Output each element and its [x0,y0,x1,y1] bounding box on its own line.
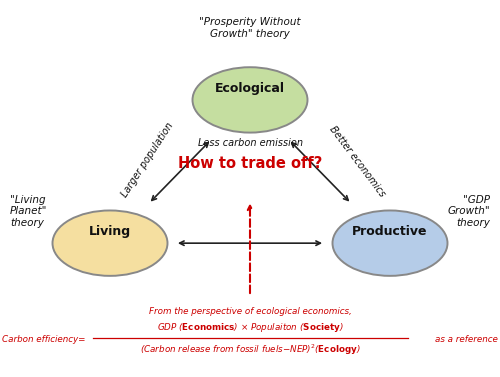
Text: Ecological: Ecological [215,82,285,95]
Text: (Carbon release from fossil fuels$-$NEP)$^2$($\mathit{\mathbf{Ecology}}$): (Carbon release from fossil fuels$-$NEP)… [140,343,360,357]
Ellipse shape [52,210,168,276]
Text: Productive: Productive [352,225,428,238]
Text: GDP ($\mathit{\mathbf{Economics}}$) $\times$ Populaiton ($\mathit{\mathbf{Societ: GDP ($\mathit{\mathbf{Economics}}$) $\ti… [156,322,344,334]
Text: Less carbon emission: Less carbon emission [198,138,302,147]
Text: Living: Living [89,225,131,238]
Text: Larger population: Larger population [120,121,176,199]
Text: How to trade off?: How to trade off? [178,156,322,172]
Text: Carbon efficiency=: Carbon efficiency= [2,335,86,344]
Text: "Living
Planet"
theory: "Living Planet" theory [10,195,48,228]
Text: "Prosperity Without
Growth" theory: "Prosperity Without Growth" theory [199,17,301,38]
Text: as a reference: as a reference [434,335,498,344]
Text: Better economics: Better economics [328,124,388,199]
Ellipse shape [192,67,308,133]
Text: From the perspective of ecological economics,: From the perspective of ecological econo… [148,307,352,316]
Text: "GDP
Growth"
theory: "GDP Growth" theory [448,195,490,228]
Ellipse shape [332,210,448,276]
